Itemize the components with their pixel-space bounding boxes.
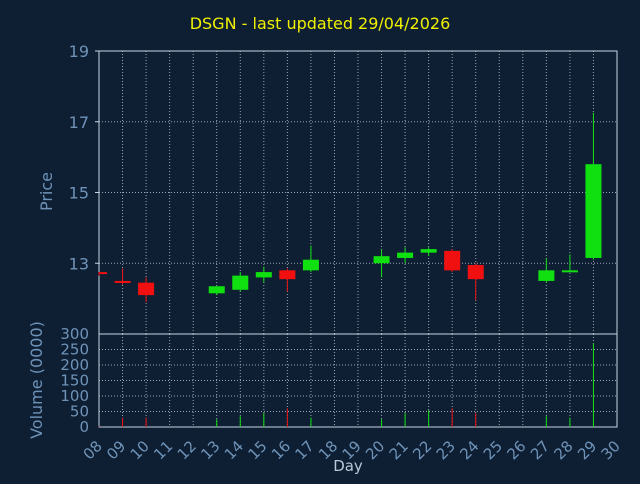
candle-body (99, 272, 107, 275)
x-tick-label: 10 (127, 437, 153, 463)
x-tick-label: 28 (551, 437, 577, 463)
candle-body (138, 282, 155, 296)
price-axis-label: Price (37, 172, 56, 211)
x-tick-label: 14 (221, 437, 247, 463)
price-tick-label: 19 (69, 42, 89, 61)
x-tick-label: 11 (150, 437, 176, 463)
volume-tick-label: 0 (79, 418, 89, 436)
volume-tick-label: 150 (60, 372, 89, 390)
x-tick-label: 20 (362, 437, 388, 463)
candle-body (585, 164, 602, 258)
volume-tick-label: 50 (70, 403, 89, 421)
volume-tick-label: 300 (60, 325, 89, 343)
x-tick-label: 29 (574, 437, 600, 463)
candle-body (373, 256, 390, 264)
x-tick-label: 08 (80, 437, 106, 463)
candle-body (302, 259, 319, 271)
price-tick-label: 13 (69, 254, 89, 273)
x-tick-label: 23 (433, 437, 459, 463)
price-tick-label: 15 (69, 184, 89, 203)
price-tick-label: 17 (69, 113, 89, 132)
candle-body (114, 280, 131, 283)
x-tick-label: 27 (527, 437, 553, 463)
x-tick-label: 21 (386, 437, 412, 463)
x-axis-label: Day (333, 457, 363, 475)
candle-body (538, 270, 555, 281)
x-tick-label: 12 (174, 437, 200, 463)
candle-body (561, 270, 578, 273)
x-tick-label: 09 (103, 437, 129, 463)
x-tick-label: 15 (244, 437, 270, 463)
volume-tick-label: 100 (60, 387, 89, 405)
volume-tick-label: 200 (60, 356, 89, 374)
candle-body (420, 249, 437, 253)
x-tick-label: 16 (268, 437, 294, 463)
volume-plot-frame (98, 333, 618, 428)
x-tick-label: 24 (456, 437, 482, 463)
candle-body (279, 270, 296, 280)
candle-body (467, 265, 484, 280)
candle-body (232, 275, 249, 290)
chart-title: DSGN - last updated 29/04/2026 (189, 14, 451, 33)
x-tick-label: 22 (409, 437, 435, 463)
candle-body (444, 250, 461, 271)
x-tick-label: 26 (503, 437, 529, 463)
x-tick-label: 17 (292, 437, 318, 463)
volume-axis-label: Volume (0000) (27, 321, 46, 439)
x-tick-label: 30 (598, 437, 624, 463)
x-tick-label: 13 (197, 437, 223, 463)
candle-body (208, 286, 225, 294)
candle-body (255, 272, 272, 278)
volume-tick-label: 250 (60, 341, 89, 359)
x-tick-label: 25 (480, 437, 506, 463)
candle-body (397, 252, 414, 258)
